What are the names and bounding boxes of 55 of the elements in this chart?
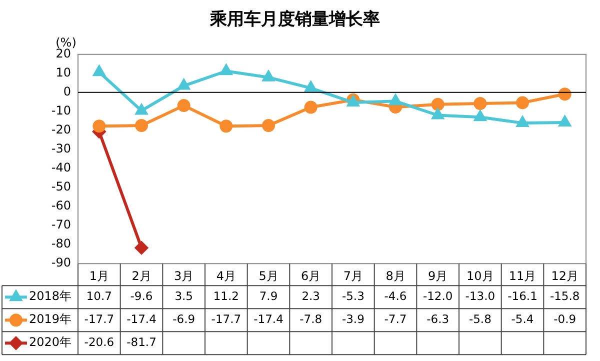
data-label: -3.9	[342, 312, 364, 326]
x-tick-label: 1月	[89, 268, 109, 283]
y-tick-label: -70	[51, 218, 71, 232]
x-tick-label: 12月	[551, 268, 578, 283]
x-tick-label: 5月	[258, 268, 278, 283]
data-label: -5.8	[468, 312, 492, 326]
y-tick-label: -60	[51, 198, 71, 213]
data-label: 3.5	[174, 289, 193, 304]
data-label: -16.1	[508, 289, 538, 304]
y-tick-label: -30	[51, 142, 71, 156]
y-tick-label: -10	[51, 104, 71, 118]
x-tick-label: 11月	[508, 268, 536, 283]
x-tick-label: 7月	[343, 268, 363, 283]
x-tick-label: 4月	[216, 268, 236, 283]
data-label: 2.3	[302, 289, 320, 304]
data-label: 7.9	[259, 289, 278, 304]
y-tick-label: 0	[63, 84, 71, 99]
y-tick-label: -50	[51, 180, 71, 194]
data-label: -5.3	[342, 289, 364, 304]
x-tick-label: 2月	[132, 268, 152, 283]
data-label: -7.8	[300, 312, 322, 326]
x-tick-label: 9月	[428, 268, 448, 283]
y-tick-label: -20	[51, 122, 71, 137]
data-label: -0.9	[554, 312, 576, 326]
data-label: -20.6	[84, 335, 114, 350]
data-label: -4.6	[384, 289, 407, 304]
data-label: -6.3	[426, 312, 450, 326]
data-label: -9.6	[130, 289, 153, 304]
y-tick-label: -80	[51, 236, 71, 251]
legend-label: 2020年	[29, 335, 72, 350]
y-tick-label: -90	[51, 256, 71, 270]
data-label: -15.8	[550, 289, 580, 304]
data-label: 10.7	[86, 289, 112, 304]
y-tick-label: 20	[56, 46, 71, 61]
data-label: -17.4	[254, 312, 284, 326]
y-tick-label: -40	[51, 160, 71, 175]
data-label: -13.0	[465, 289, 496, 304]
chart-title: 乘用车月度销量增长率	[209, 10, 380, 30]
data-label: -7.7	[384, 312, 407, 326]
legend-label: 2019年	[29, 312, 72, 326]
x-tick-label: 8月	[386, 268, 406, 283]
data-label: -17.7	[84, 312, 114, 326]
data-label: -17.7	[211, 312, 242, 326]
data-label: -6.9	[172, 312, 196, 326]
legend-label: 2018年	[29, 289, 72, 304]
data-label: -12.0	[422, 289, 453, 304]
data-label: 11.2	[213, 289, 239, 304]
y-axis-title: (%)	[56, 35, 76, 50]
data-label: -81.7	[126, 335, 156, 350]
x-tick-label: 6月	[301, 268, 321, 283]
data-label: -17.4	[126, 312, 156, 326]
x-tick-label: 10月	[466, 268, 494, 283]
data-label: -5.4	[511, 312, 534, 326]
y-tick-label: 10	[56, 66, 71, 80]
x-tick-label: 3月	[174, 268, 194, 283]
